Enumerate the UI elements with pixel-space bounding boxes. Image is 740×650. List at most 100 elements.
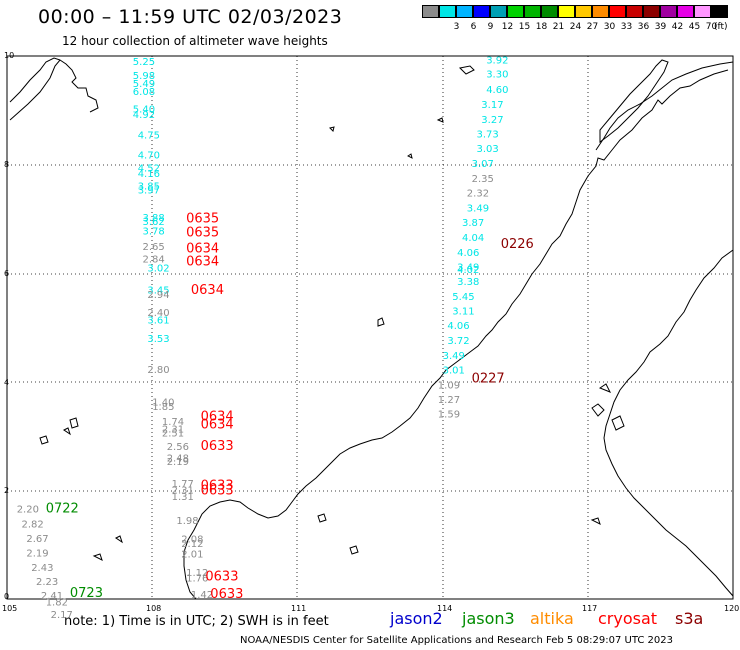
swh-value: 2.35: [472, 174, 494, 185]
swh-value: 3.62: [143, 217, 165, 228]
swh-value: 3.78: [143, 227, 165, 238]
swh-value: 2.41: [41, 591, 63, 602]
measurement-labels: 5.25 5.985.496.08 5.404.92 4.75 4.70 4.524.16…: [17, 56, 534, 621]
swh-value: 5.40: [133, 105, 155, 116]
satellite-jason2: jason2: [390, 609, 443, 628]
satellite-s3a: s3a: [675, 609, 704, 628]
legend-label: 6: [470, 22, 477, 32]
legend-swatch: [711, 5, 728, 18]
x-tick-120: 120: [724, 604, 740, 613]
swh-value: 3.72: [447, 336, 469, 347]
legend-label: 3: [453, 22, 460, 32]
swh-value: 2.94: [147, 290, 169, 301]
swh-value: 2.19: [26, 549, 48, 560]
swh-value: 2.20: [17, 505, 39, 516]
swh-value: 4.52: [138, 164, 160, 175]
y-tick-8: 8: [4, 160, 10, 169]
legend-swatch: [609, 5, 626, 18]
map-title: 00:00 – 11:59 UTC 02/03/2023: [38, 6, 343, 28]
swh-value: 2.31: [162, 424, 184, 435]
pass-time-label: 0723: [70, 586, 103, 601]
legend-label: 42: [671, 22, 684, 32]
swh-value: 1.77: [172, 479, 194, 490]
y-tick-10: 10: [4, 51, 15, 60]
swh-value: 5.45: [452, 292, 474, 303]
swh-value: 1.74: [162, 417, 184, 428]
satellite-jason3: jason3: [462, 609, 515, 628]
swh-value: 6.08: [133, 87, 155, 98]
legend-swatch: [422, 5, 439, 18]
legend-label: 21: [552, 22, 565, 32]
legend-swatch: [575, 5, 592, 18]
y-tick-0: 0: [4, 592, 10, 601]
lat-lon-grid: [7, 56, 733, 599]
swh-value: 2.19: [167, 457, 189, 468]
x-tick-105: 105: [2, 604, 18, 613]
y-tick-4: 4: [4, 378, 10, 387]
swh-value: 2.82: [22, 519, 44, 530]
swh-value: 3.01: [443, 366, 465, 377]
swh-value: 1.09: [438, 380, 460, 391]
swh-value: 4.06: [447, 321, 469, 332]
swh-value: 3.85: [138, 182, 160, 193]
swh-value: 3.27: [481, 115, 503, 126]
swh-value: 3.88: [143, 213, 165, 224]
swh-value: 1.76: [186, 574, 208, 585]
swh-value: 2.12: [181, 539, 203, 550]
x-tick-114: 114: [437, 604, 453, 613]
legend-swatch: [643, 5, 660, 18]
swh-value: 4.75: [138, 131, 160, 142]
pass-time-label: 0633: [205, 570, 238, 585]
swh-value: 3.11: [452, 307, 474, 318]
swh-value: 4.02: [457, 265, 479, 276]
pass-time-label: 0227: [472, 371, 505, 386]
swh-value: 2.40: [147, 308, 169, 319]
legend-swatch: [439, 5, 456, 18]
swh-value: 2.67: [26, 534, 48, 545]
x-tick-111: 111: [291, 604, 307, 613]
swh-value: 1.40: [152, 398, 174, 409]
pass-time-label: 0722: [46, 502, 79, 517]
swh-value: 3.73: [477, 129, 499, 140]
coastline: [9, 57, 734, 600]
legend-swatch: [660, 5, 677, 18]
legend-label: 39: [654, 22, 667, 32]
legend-label: 18: [535, 22, 548, 32]
x-tick-108: 108: [146, 604, 162, 613]
swh-value: 3.02: [147, 264, 169, 275]
pass-time-label: 0634: [191, 283, 224, 298]
legend-label: 9: [487, 22, 494, 32]
y-tick-6: 6: [4, 269, 10, 278]
swh-value: 4.04: [462, 233, 484, 244]
pass-time-label: 0634: [186, 242, 219, 257]
swh-value: 2.08: [181, 535, 203, 546]
legend-swatch: [558, 5, 575, 18]
legend-swatch: [473, 5, 490, 18]
swh-value: 1.98: [176, 516, 198, 527]
legend-swatch: [541, 5, 558, 18]
legend-swatch: [626, 5, 643, 18]
swh-value: 2.65: [143, 242, 165, 253]
swh-value: 3.49: [457, 263, 479, 274]
units-note: note: 1) Time is in UTC; 2) SWH is in fe…: [64, 614, 329, 629]
satellite-cryosat: cryosat: [598, 609, 658, 628]
swh-value: 1.42: [191, 590, 213, 601]
pass-time-label: 0634: [201, 409, 234, 424]
swh-value: 2.17: [51, 610, 73, 621]
legend-swatch: [524, 5, 541, 18]
swh-value: 2.43: [31, 563, 53, 574]
pass-time-label: 0634: [186, 255, 219, 270]
swh-value: 2.80: [147, 365, 169, 376]
swh-value: 1.59: [438, 410, 460, 421]
swh-value: 4.06: [457, 248, 479, 259]
swh-value: 2.32: [467, 189, 489, 200]
swh-value: 3.92: [486, 56, 508, 67]
legend-label: 15: [518, 22, 531, 32]
swh-value: 3.97: [138, 185, 160, 196]
swh-value: 1.27: [438, 395, 460, 406]
legend-unit: (ft): [714, 22, 728, 32]
swh-value: 3.49: [467, 203, 489, 214]
swh-value: 3.03: [477, 144, 499, 155]
pass-time-label: 0633: [201, 484, 234, 499]
pass-time-label: 0635: [186, 212, 219, 227]
